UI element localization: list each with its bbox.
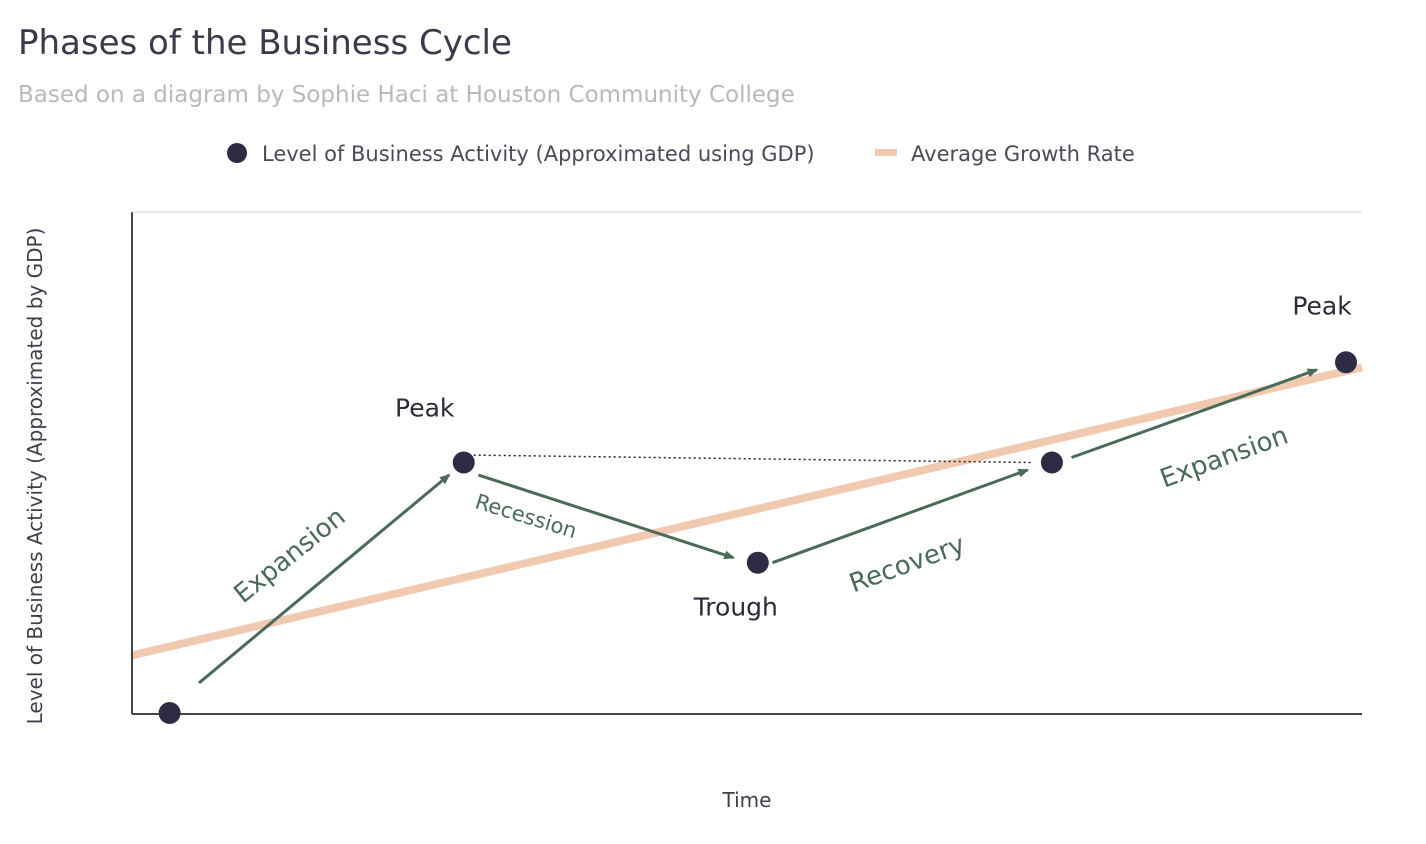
legend-marker-average[interactable] xyxy=(875,149,897,156)
phase-arrow xyxy=(1071,368,1319,459)
chart-title: Phases of the Business Cycle xyxy=(18,23,512,63)
legend-marker-activity[interactable] xyxy=(227,143,247,163)
phase-label-recovery: Recovery xyxy=(845,530,969,599)
phase-arrow xyxy=(198,473,451,685)
annotation-layer xyxy=(198,368,1319,685)
x-axis-title: Time xyxy=(722,788,772,812)
data-point[interactable] xyxy=(1335,351,1357,374)
data-point[interactable] xyxy=(746,551,769,574)
data-point[interactable] xyxy=(158,702,181,724)
legend-label-average[interactable]: Average Growth Rate xyxy=(911,142,1135,166)
phase-label-recession: Recession xyxy=(472,489,579,543)
data-point[interactable] xyxy=(1040,451,1063,474)
point-label: Peak xyxy=(395,394,455,423)
legend: Level of Business Activity (Approximated… xyxy=(227,142,1135,166)
phase-arrow xyxy=(771,468,1030,565)
point-label: Trough xyxy=(693,593,778,622)
phase-label-expansion-2: Expansion xyxy=(1156,420,1292,494)
y-axis-title: Level of Business Activity (Approximated… xyxy=(23,228,47,725)
legend-label-activity[interactable]: Level of Business Activity (Approximated… xyxy=(262,142,815,166)
phase-arrow xyxy=(477,473,736,560)
phase-label-expansion-1: Expansion xyxy=(228,502,351,610)
point-label: Peak xyxy=(1292,291,1352,320)
data-point[interactable] xyxy=(452,451,475,474)
average-growth-layer xyxy=(131,363,1363,660)
average-growth-line xyxy=(131,363,1363,660)
chart-subtitle: Based on a diagram by Sophie Haci at Hou… xyxy=(18,82,795,108)
points-layer: Peak Trough Peak xyxy=(158,291,1357,724)
